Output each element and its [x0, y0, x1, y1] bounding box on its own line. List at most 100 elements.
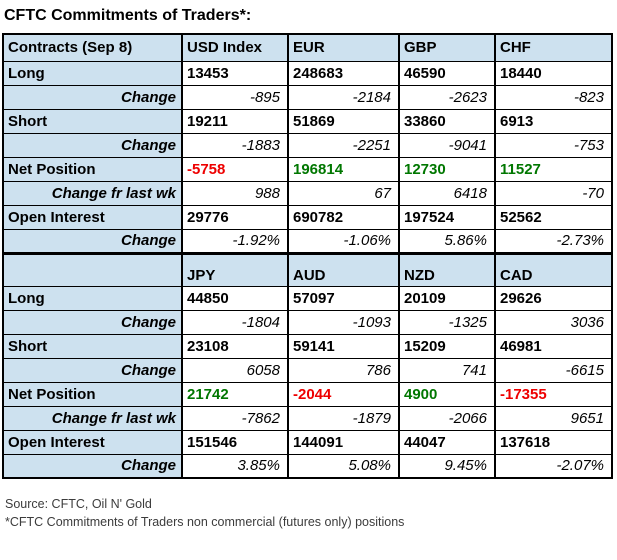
- value-cell: 19211: [181, 108, 289, 134]
- table-row: Short 23108 59141 15209 46981: [2, 333, 613, 359]
- row-label-cell: Net Position: [2, 381, 183, 407]
- value-cell: -895: [181, 84, 289, 110]
- value-cell: 11527: [494, 156, 613, 182]
- value-cell: 6418: [398, 180, 496, 206]
- row-label-cell: Long: [2, 285, 183, 311]
- value-cell: 9.45%: [398, 453, 496, 479]
- value-cell: 67: [287, 180, 400, 206]
- footer: Source: CFTC, Oil N' Gold *CFTC Commitme…: [5, 495, 617, 531]
- value-cell: -17355: [494, 381, 613, 407]
- cot-table: Contracts (Sep 8) USD Index EUR GBP CHF Long 1…: [2, 33, 613, 479]
- column-header-cell: AUD: [287, 251, 400, 287]
- value-cell: -6615: [494, 357, 613, 383]
- column-header-cell: CHF: [494, 33, 613, 62]
- value-cell: 46590: [398, 60, 496, 86]
- row-label-cell: Long: [2, 60, 183, 86]
- value-cell: 786: [287, 357, 400, 383]
- value-cell: 197524: [398, 204, 496, 230]
- column-header-cell: JPY: [181, 251, 289, 287]
- row-label-cell: Open Interest: [2, 429, 183, 455]
- table-row: Change 6058 786 741 -6615: [2, 357, 613, 383]
- value-cell: -753: [494, 132, 613, 158]
- table-row: Open Interest 29776 690782 197524 52562: [2, 204, 613, 230]
- table-row: Change -1804 -1093 -1325 3036: [2, 309, 613, 335]
- value-cell: -1.06%: [287, 228, 400, 254]
- value-cell: 3.85%: [181, 453, 289, 479]
- value-cell: 144091: [287, 429, 400, 455]
- value-cell: 44850: [181, 285, 289, 311]
- value-cell: 741: [398, 357, 496, 383]
- table-row: Change -895 -2184 -2623 -823: [2, 84, 613, 110]
- column-header-cell: USD Index: [181, 33, 289, 62]
- column-header-cell: CAD: [494, 251, 613, 287]
- section-2-header-row: JPY AUD NZD CAD: [2, 251, 613, 287]
- row-label-cell: Open Interest: [2, 204, 183, 230]
- value-cell: -1325: [398, 309, 496, 335]
- value-cell: 6913: [494, 108, 613, 134]
- value-cell: -2.07%: [494, 453, 613, 479]
- value-cell: -2623: [398, 84, 496, 110]
- section-1-header-row: Contracts (Sep 8) USD Index EUR GBP CHF: [2, 33, 613, 62]
- value-cell: 15209: [398, 333, 496, 359]
- row-label-cell: Change fr last wk: [2, 180, 183, 206]
- value-cell: 5.08%: [287, 453, 400, 479]
- value-cell: -1879: [287, 405, 400, 431]
- column-header-cell: GBP: [398, 33, 496, 62]
- cot-table-body: Contracts (Sep 8) USD Index EUR GBP CHF Long 1…: [2, 33, 613, 479]
- value-cell: 12730: [398, 156, 496, 182]
- value-cell: 9651: [494, 405, 613, 431]
- value-cell: 196814: [287, 156, 400, 182]
- corner-header-cell: Contracts (Sep 8): [2, 33, 183, 62]
- value-cell: -823: [494, 84, 613, 110]
- row-label-cell: Change fr last wk: [2, 405, 183, 431]
- page-title: CFTC Commitments of Traders*:: [4, 7, 252, 24]
- column-header-cell: NZD: [398, 251, 496, 287]
- source-line: Source: CFTC, Oil N' Gold: [5, 497, 152, 511]
- value-cell: 52562: [494, 204, 613, 230]
- value-cell: 6058: [181, 357, 289, 383]
- value-cell: -1.92%: [181, 228, 289, 254]
- table-row: Long 44850 57097 20109 29626: [2, 285, 613, 311]
- value-cell: 29776: [181, 204, 289, 230]
- row-label-cell: Change: [2, 357, 183, 383]
- value-cell: -70: [494, 180, 613, 206]
- table-row: Change fr last wk -7862 -1879 -2066 9651: [2, 405, 613, 431]
- value-cell: 29626: [494, 285, 613, 311]
- table-row: Long 13453 248683 46590 18440: [2, 60, 613, 86]
- value-cell: 33860: [398, 108, 496, 134]
- row-label-cell: Change: [2, 84, 183, 110]
- table-row: Short 19211 51869 33860 6913: [2, 108, 613, 134]
- value-cell: 44047: [398, 429, 496, 455]
- value-cell: 46981: [494, 333, 613, 359]
- value-cell: 690782: [287, 204, 400, 230]
- table-row: Change 3.85% 5.08% 9.45% -2.07%: [2, 453, 613, 479]
- row-label-cell: Change: [2, 453, 183, 479]
- value-cell: 20109: [398, 285, 496, 311]
- value-cell: -2184: [287, 84, 400, 110]
- value-cell: 137618: [494, 429, 613, 455]
- corner-header-cell: [2, 251, 183, 287]
- row-label-cell: Change: [2, 309, 183, 335]
- row-label-cell: Short: [2, 108, 183, 134]
- value-cell: 988: [181, 180, 289, 206]
- table-row: Net Position -5758 196814 12730 11527: [2, 156, 613, 182]
- table-row: Change fr last wk 988 67 6418 -70: [2, 180, 613, 206]
- row-label-cell: Change: [2, 132, 183, 158]
- value-cell: -2066: [398, 405, 496, 431]
- value-cell: -2251: [287, 132, 400, 158]
- value-cell: 51869: [287, 108, 400, 134]
- row-label-cell: Net Position: [2, 156, 183, 182]
- value-cell: 59141: [287, 333, 400, 359]
- value-cell: 18440: [494, 60, 613, 86]
- value-cell: 21742: [181, 381, 289, 407]
- value-cell: 23108: [181, 333, 289, 359]
- table-row: Change -1883 -2251 -9041 -753: [2, 132, 613, 158]
- footnote-line: *CFTC Commitments of Traders non commerc…: [5, 515, 405, 530]
- value-cell: 4900: [398, 381, 496, 407]
- value-cell: -2044: [287, 381, 400, 407]
- value-cell: 13453: [181, 60, 289, 86]
- table-row: Open Interest 151546 144091 44047 137618: [2, 429, 613, 455]
- column-header-cell: EUR: [287, 33, 400, 62]
- value-cell: 248683: [287, 60, 400, 86]
